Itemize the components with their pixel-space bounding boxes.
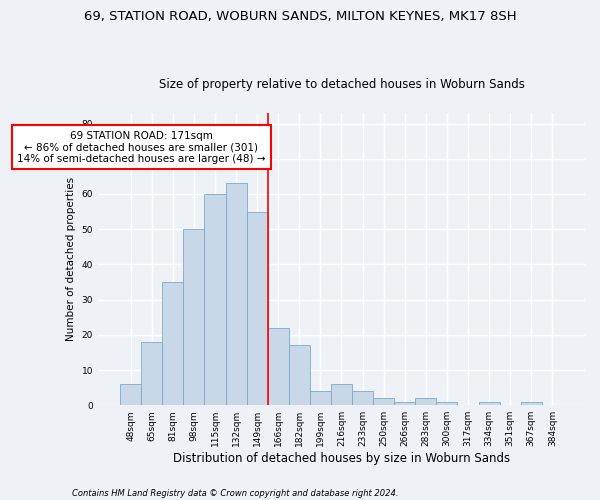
Bar — [415, 398, 436, 405]
Bar — [331, 384, 352, 405]
Bar — [436, 402, 457, 405]
Bar — [205, 194, 226, 405]
X-axis label: Distribution of detached houses by size in Woburn Sands: Distribution of detached houses by size … — [173, 452, 510, 465]
Bar — [120, 384, 141, 405]
Bar — [162, 282, 184, 405]
Bar — [373, 398, 394, 405]
Title: Size of property relative to detached houses in Woburn Sands: Size of property relative to detached ho… — [158, 78, 524, 91]
Bar — [247, 212, 268, 405]
Bar — [521, 402, 542, 405]
Bar — [141, 342, 162, 405]
Bar — [479, 402, 500, 405]
Y-axis label: Number of detached properties: Number of detached properties — [66, 177, 76, 341]
Bar — [394, 402, 415, 405]
Bar — [268, 328, 289, 405]
Bar — [226, 184, 247, 405]
Text: 69 STATION ROAD: 171sqm
← 86% of detached houses are smaller (301)
14% of semi-d: 69 STATION ROAD: 171sqm ← 86% of detache… — [17, 130, 265, 164]
Bar — [352, 391, 373, 405]
Bar — [289, 346, 310, 405]
Text: 69, STATION ROAD, WOBURN SANDS, MILTON KEYNES, MK17 8SH: 69, STATION ROAD, WOBURN SANDS, MILTON K… — [83, 10, 517, 23]
Bar — [184, 229, 205, 405]
Text: Contains HM Land Registry data © Crown copyright and database right 2024.: Contains HM Land Registry data © Crown c… — [72, 488, 398, 498]
Bar — [310, 391, 331, 405]
